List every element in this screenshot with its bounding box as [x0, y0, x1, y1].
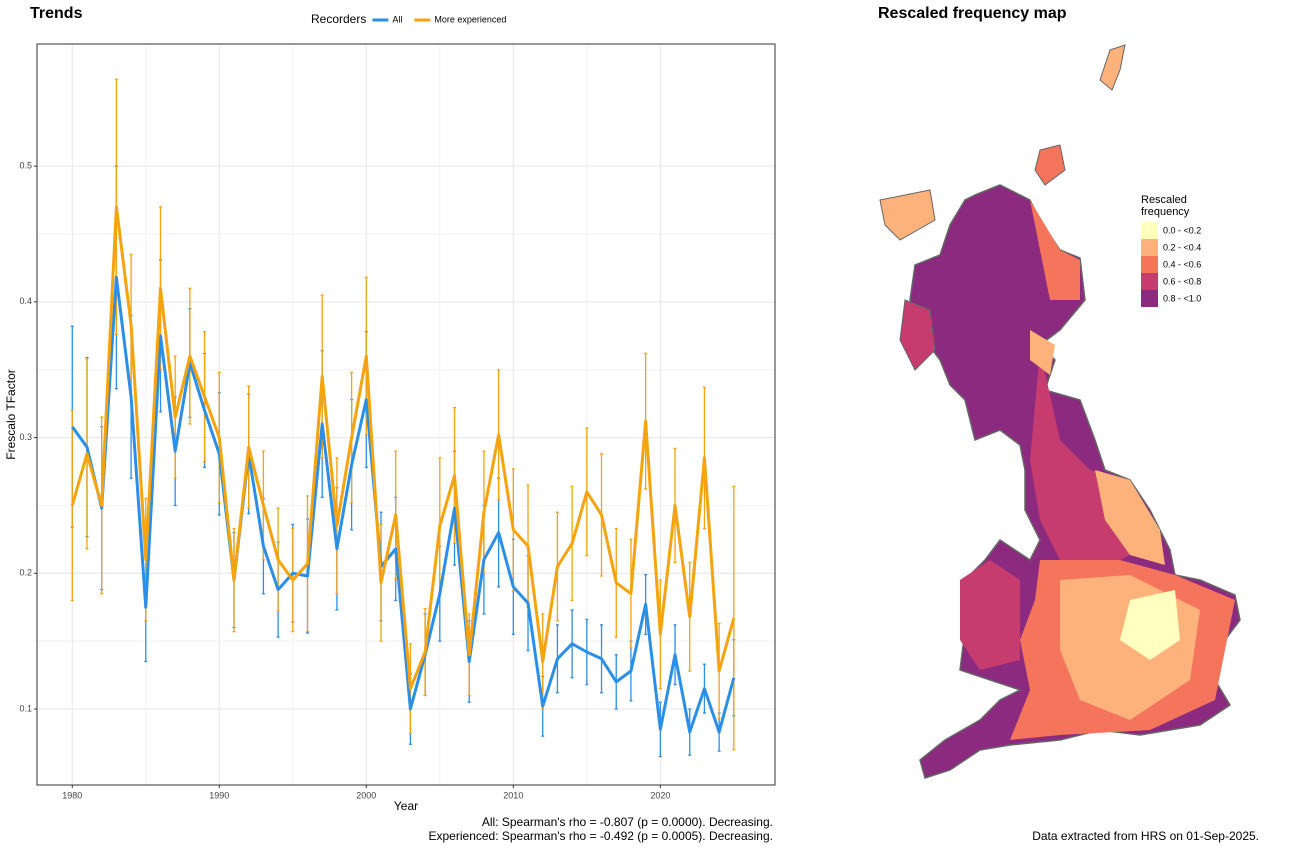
legend-title: Rescaled — [1141, 194, 1187, 206]
x-tick-label: 2020 — [650, 790, 670, 800]
y-tick-label: 0.4 — [19, 296, 32, 306]
map-shapes — [879, 44, 1241, 779]
region — [1120, 590, 1180, 660]
plot-border — [36, 43, 776, 786]
map-note: Data extracted from HRS on 01-Sep-2025. — [1032, 829, 1259, 843]
region — [1030, 200, 1080, 300]
y-axis-label: Frescalo TFactor — [4, 369, 18, 459]
y-tick-label: 0.2 — [19, 568, 32, 578]
series-line — [70, 205, 736, 691]
y-tick-label: 0.3 — [19, 432, 32, 442]
legend-label: 0.2 - <0.4 — [1163, 242, 1201, 252]
legend-label: 0.6 - <0.8 — [1163, 276, 1201, 286]
x-axis-label: Year — [394, 799, 418, 813]
legend-swatch — [1141, 273, 1158, 290]
x-tick-label: 2010 — [503, 790, 523, 800]
legend-label: All — [392, 14, 402, 24]
island — [1099, 44, 1126, 91]
legend-swatch — [1141, 222, 1158, 239]
legend-label: 0.0 - <0.2 — [1163, 225, 1201, 235]
legend-swatch — [1141, 256, 1158, 273]
legend-title: frequency — [1141, 206, 1190, 218]
map-title: Rescaled frequency map — [878, 5, 1067, 22]
annotation: All: Spearman's rho = -0.807 (p = 0.0000… — [482, 815, 773, 829]
error-bar — [70, 409, 74, 602]
series-line — [71, 275, 736, 734]
y-tick-label: 0.5 — [19, 161, 32, 171]
legend-label: 0.8 - <1.0 — [1163, 293, 1201, 303]
legend-title: Recorders — [311, 12, 366, 26]
chart-title: Trends — [30, 5, 83, 22]
x-tick-label: 1990 — [209, 790, 229, 800]
legend-label: More experienced — [434, 14, 506, 24]
region — [960, 560, 1020, 670]
x-tick-label: 1980 — [62, 790, 82, 800]
region — [1030, 330, 1055, 375]
region — [1095, 470, 1165, 565]
legend-swatch — [1141, 290, 1158, 307]
x-tick-label: 2000 — [356, 790, 376, 800]
island — [879, 189, 936, 241]
legend-swatch — [1141, 239, 1158, 256]
y-tick-label: 0.1 — [19, 703, 32, 713]
island — [899, 299, 936, 371]
legend-label: 0.4 - <0.6 — [1163, 259, 1201, 269]
island — [1034, 144, 1066, 186]
annotation: Experienced: Spearman's rho = -0.492 (p … — [429, 829, 774, 843]
